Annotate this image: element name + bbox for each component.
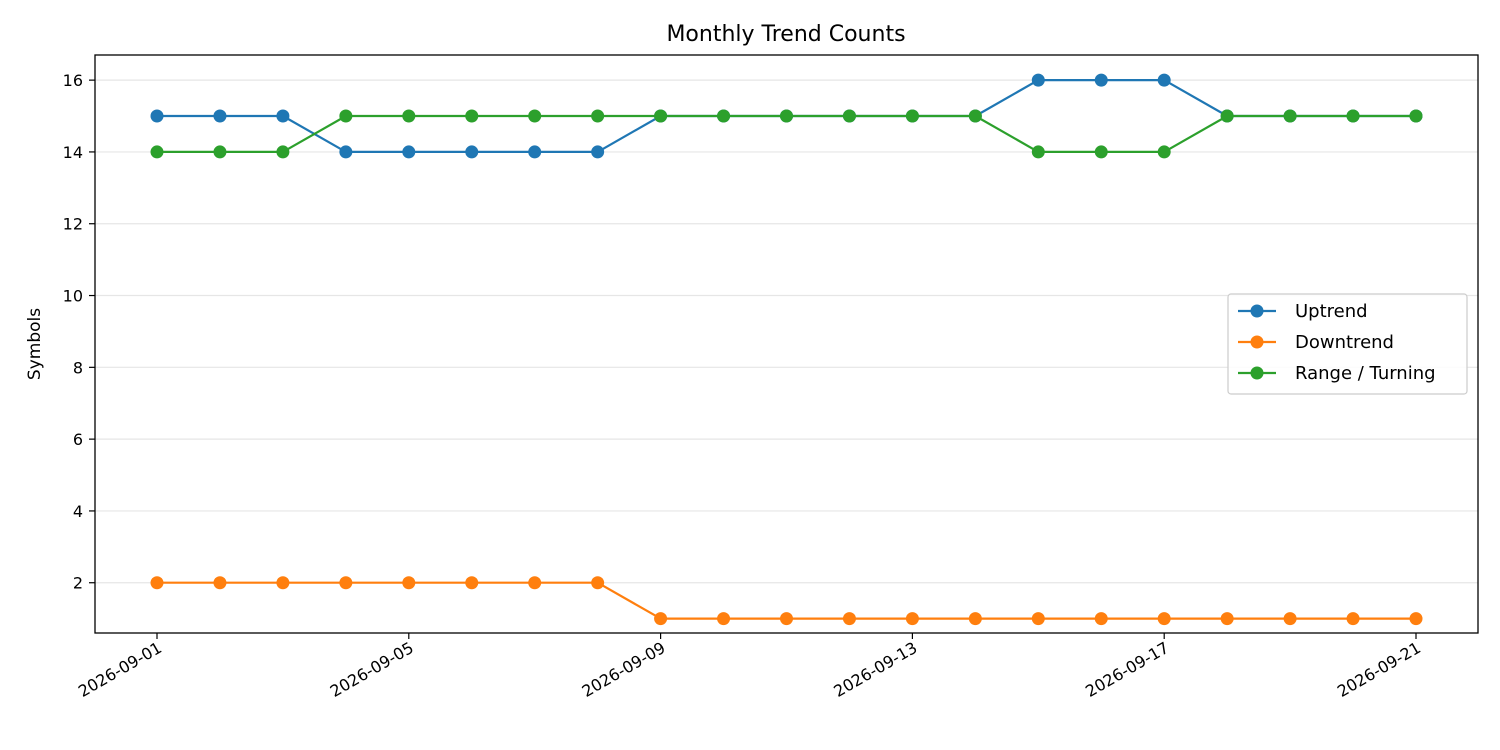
data-point xyxy=(402,576,416,590)
y-tick-label: 4 xyxy=(73,502,83,521)
data-point xyxy=(591,109,605,123)
data-point xyxy=(1094,145,1108,159)
legend-item: Uptrend xyxy=(1238,301,1368,322)
data-point xyxy=(1346,612,1360,626)
data-point xyxy=(717,109,731,123)
data-point xyxy=(1157,73,1171,87)
data-point xyxy=(213,145,227,159)
data-point xyxy=(905,109,919,123)
data-point xyxy=(1409,612,1423,626)
y-tick-label: 16 xyxy=(63,71,83,90)
data-point xyxy=(465,109,479,123)
data-point xyxy=(1031,73,1045,87)
legend-marker xyxy=(1250,335,1264,349)
series-2 xyxy=(150,109,1423,159)
data-point xyxy=(780,109,793,123)
data-point xyxy=(402,145,416,159)
data-point xyxy=(402,109,416,123)
data-point xyxy=(465,576,479,590)
y-tick-label: 6 xyxy=(73,430,83,449)
data-point xyxy=(1283,612,1297,626)
legend-item: Range / Turning xyxy=(1238,363,1436,384)
legend: Uptrend Downtrend Range / Turning xyxy=(1227,293,1468,395)
data-point xyxy=(654,612,668,626)
data-point xyxy=(1157,145,1171,159)
data-point xyxy=(213,576,227,590)
data-point xyxy=(150,145,164,159)
data-point xyxy=(528,576,542,590)
y-axis-label: Symbols xyxy=(25,308,45,380)
data-point xyxy=(339,109,353,123)
legend-label: Uptrend xyxy=(1295,301,1368,322)
data-point xyxy=(528,109,542,123)
y-tick-label: 2 xyxy=(73,574,83,593)
data-point xyxy=(1220,612,1234,626)
data-point xyxy=(276,109,290,123)
data-point xyxy=(1283,109,1297,123)
y-tick-label: 8 xyxy=(73,358,83,377)
data-point xyxy=(1094,612,1108,626)
data-point xyxy=(528,145,542,159)
chart-title: Monthly Trend Counts xyxy=(666,22,905,47)
data-point xyxy=(717,612,731,626)
data-point xyxy=(150,576,164,590)
data-point xyxy=(276,145,290,159)
data-point xyxy=(213,109,227,123)
data-point xyxy=(1031,612,1045,626)
series-1 xyxy=(150,576,1423,626)
series-layer xyxy=(150,73,1423,626)
y-tick-label: 12 xyxy=(63,215,83,234)
legend-marker xyxy=(1250,366,1264,380)
data-point xyxy=(1157,612,1171,626)
data-point xyxy=(842,109,856,123)
data-point xyxy=(968,109,982,123)
y-tick-label: 14 xyxy=(63,143,83,162)
legend-item: Downtrend xyxy=(1238,332,1394,353)
legend-marker xyxy=(1250,304,1264,318)
data-point xyxy=(905,612,919,626)
data-point xyxy=(780,612,793,626)
y-axis: 2 4 6 8 10 12 14 16 xyxy=(63,71,95,593)
data-point xyxy=(1409,109,1423,123)
data-point xyxy=(339,576,353,590)
data-point xyxy=(591,145,605,159)
data-point xyxy=(276,576,290,590)
data-point xyxy=(465,145,479,159)
data-point xyxy=(842,612,856,626)
legend-box xyxy=(1227,293,1468,395)
data-point xyxy=(1346,109,1360,123)
data-point xyxy=(1220,109,1234,123)
legend-label: Downtrend xyxy=(1295,332,1394,353)
data-point xyxy=(968,612,982,626)
data-point xyxy=(150,109,164,123)
data-point xyxy=(1031,145,1045,159)
data-point xyxy=(654,109,668,123)
data-point xyxy=(339,145,353,159)
data-point xyxy=(591,576,605,590)
plot-frame xyxy=(94,54,1479,634)
legend-label: Range / Turning xyxy=(1295,363,1436,384)
data-point xyxy=(1094,73,1108,87)
y-tick-label: 10 xyxy=(63,287,83,306)
